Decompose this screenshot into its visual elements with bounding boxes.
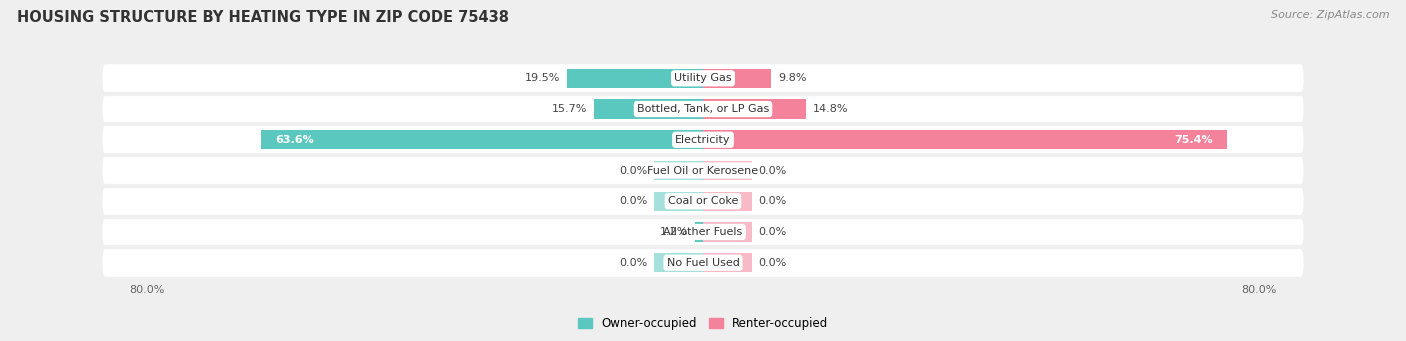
Text: 19.5%: 19.5% <box>526 73 561 83</box>
Bar <box>703 130 1227 149</box>
Bar <box>568 69 703 88</box>
Bar <box>703 192 752 211</box>
Bar <box>703 69 770 88</box>
Text: All other Fuels: All other Fuels <box>664 227 742 237</box>
Bar <box>654 161 703 180</box>
Text: 0.0%: 0.0% <box>759 196 787 206</box>
Bar <box>593 100 703 119</box>
Legend: Owner-occupied, Renter-occupied: Owner-occupied, Renter-occupied <box>572 312 834 335</box>
Text: 0.0%: 0.0% <box>619 165 647 176</box>
Text: 0.0%: 0.0% <box>619 196 647 206</box>
FancyBboxPatch shape <box>103 95 1303 123</box>
FancyBboxPatch shape <box>103 187 1303 216</box>
FancyBboxPatch shape <box>103 64 1303 92</box>
Bar <box>703 222 752 241</box>
FancyBboxPatch shape <box>103 125 1303 154</box>
Text: 75.4%: 75.4% <box>1174 135 1213 145</box>
FancyBboxPatch shape <box>103 249 1303 277</box>
Text: Bottled, Tank, or LP Gas: Bottled, Tank, or LP Gas <box>637 104 769 114</box>
Text: 1.2%: 1.2% <box>659 227 688 237</box>
Bar <box>703 253 752 272</box>
Text: Electricity: Electricity <box>675 135 731 145</box>
Bar <box>262 130 703 149</box>
Text: 63.6%: 63.6% <box>276 135 314 145</box>
Text: Utility Gas: Utility Gas <box>675 73 731 83</box>
Text: 0.0%: 0.0% <box>759 258 787 268</box>
Text: 0.0%: 0.0% <box>619 258 647 268</box>
Bar <box>703 100 806 119</box>
Text: 9.8%: 9.8% <box>778 73 807 83</box>
Text: 14.8%: 14.8% <box>813 104 848 114</box>
Bar <box>654 192 703 211</box>
Bar <box>654 253 703 272</box>
FancyBboxPatch shape <box>103 157 1303 184</box>
FancyBboxPatch shape <box>103 218 1303 246</box>
Text: 0.0%: 0.0% <box>759 165 787 176</box>
Bar <box>703 161 752 180</box>
Text: Source: ZipAtlas.com: Source: ZipAtlas.com <box>1271 10 1389 20</box>
Text: Coal or Coke: Coal or Coke <box>668 196 738 206</box>
Text: 15.7%: 15.7% <box>551 104 586 114</box>
Text: Fuel Oil or Kerosene: Fuel Oil or Kerosene <box>647 165 759 176</box>
Text: HOUSING STRUCTURE BY HEATING TYPE IN ZIP CODE 75438: HOUSING STRUCTURE BY HEATING TYPE IN ZIP… <box>17 10 509 25</box>
Bar <box>695 222 703 241</box>
Text: No Fuel Used: No Fuel Used <box>666 258 740 268</box>
Text: 0.0%: 0.0% <box>759 227 787 237</box>
